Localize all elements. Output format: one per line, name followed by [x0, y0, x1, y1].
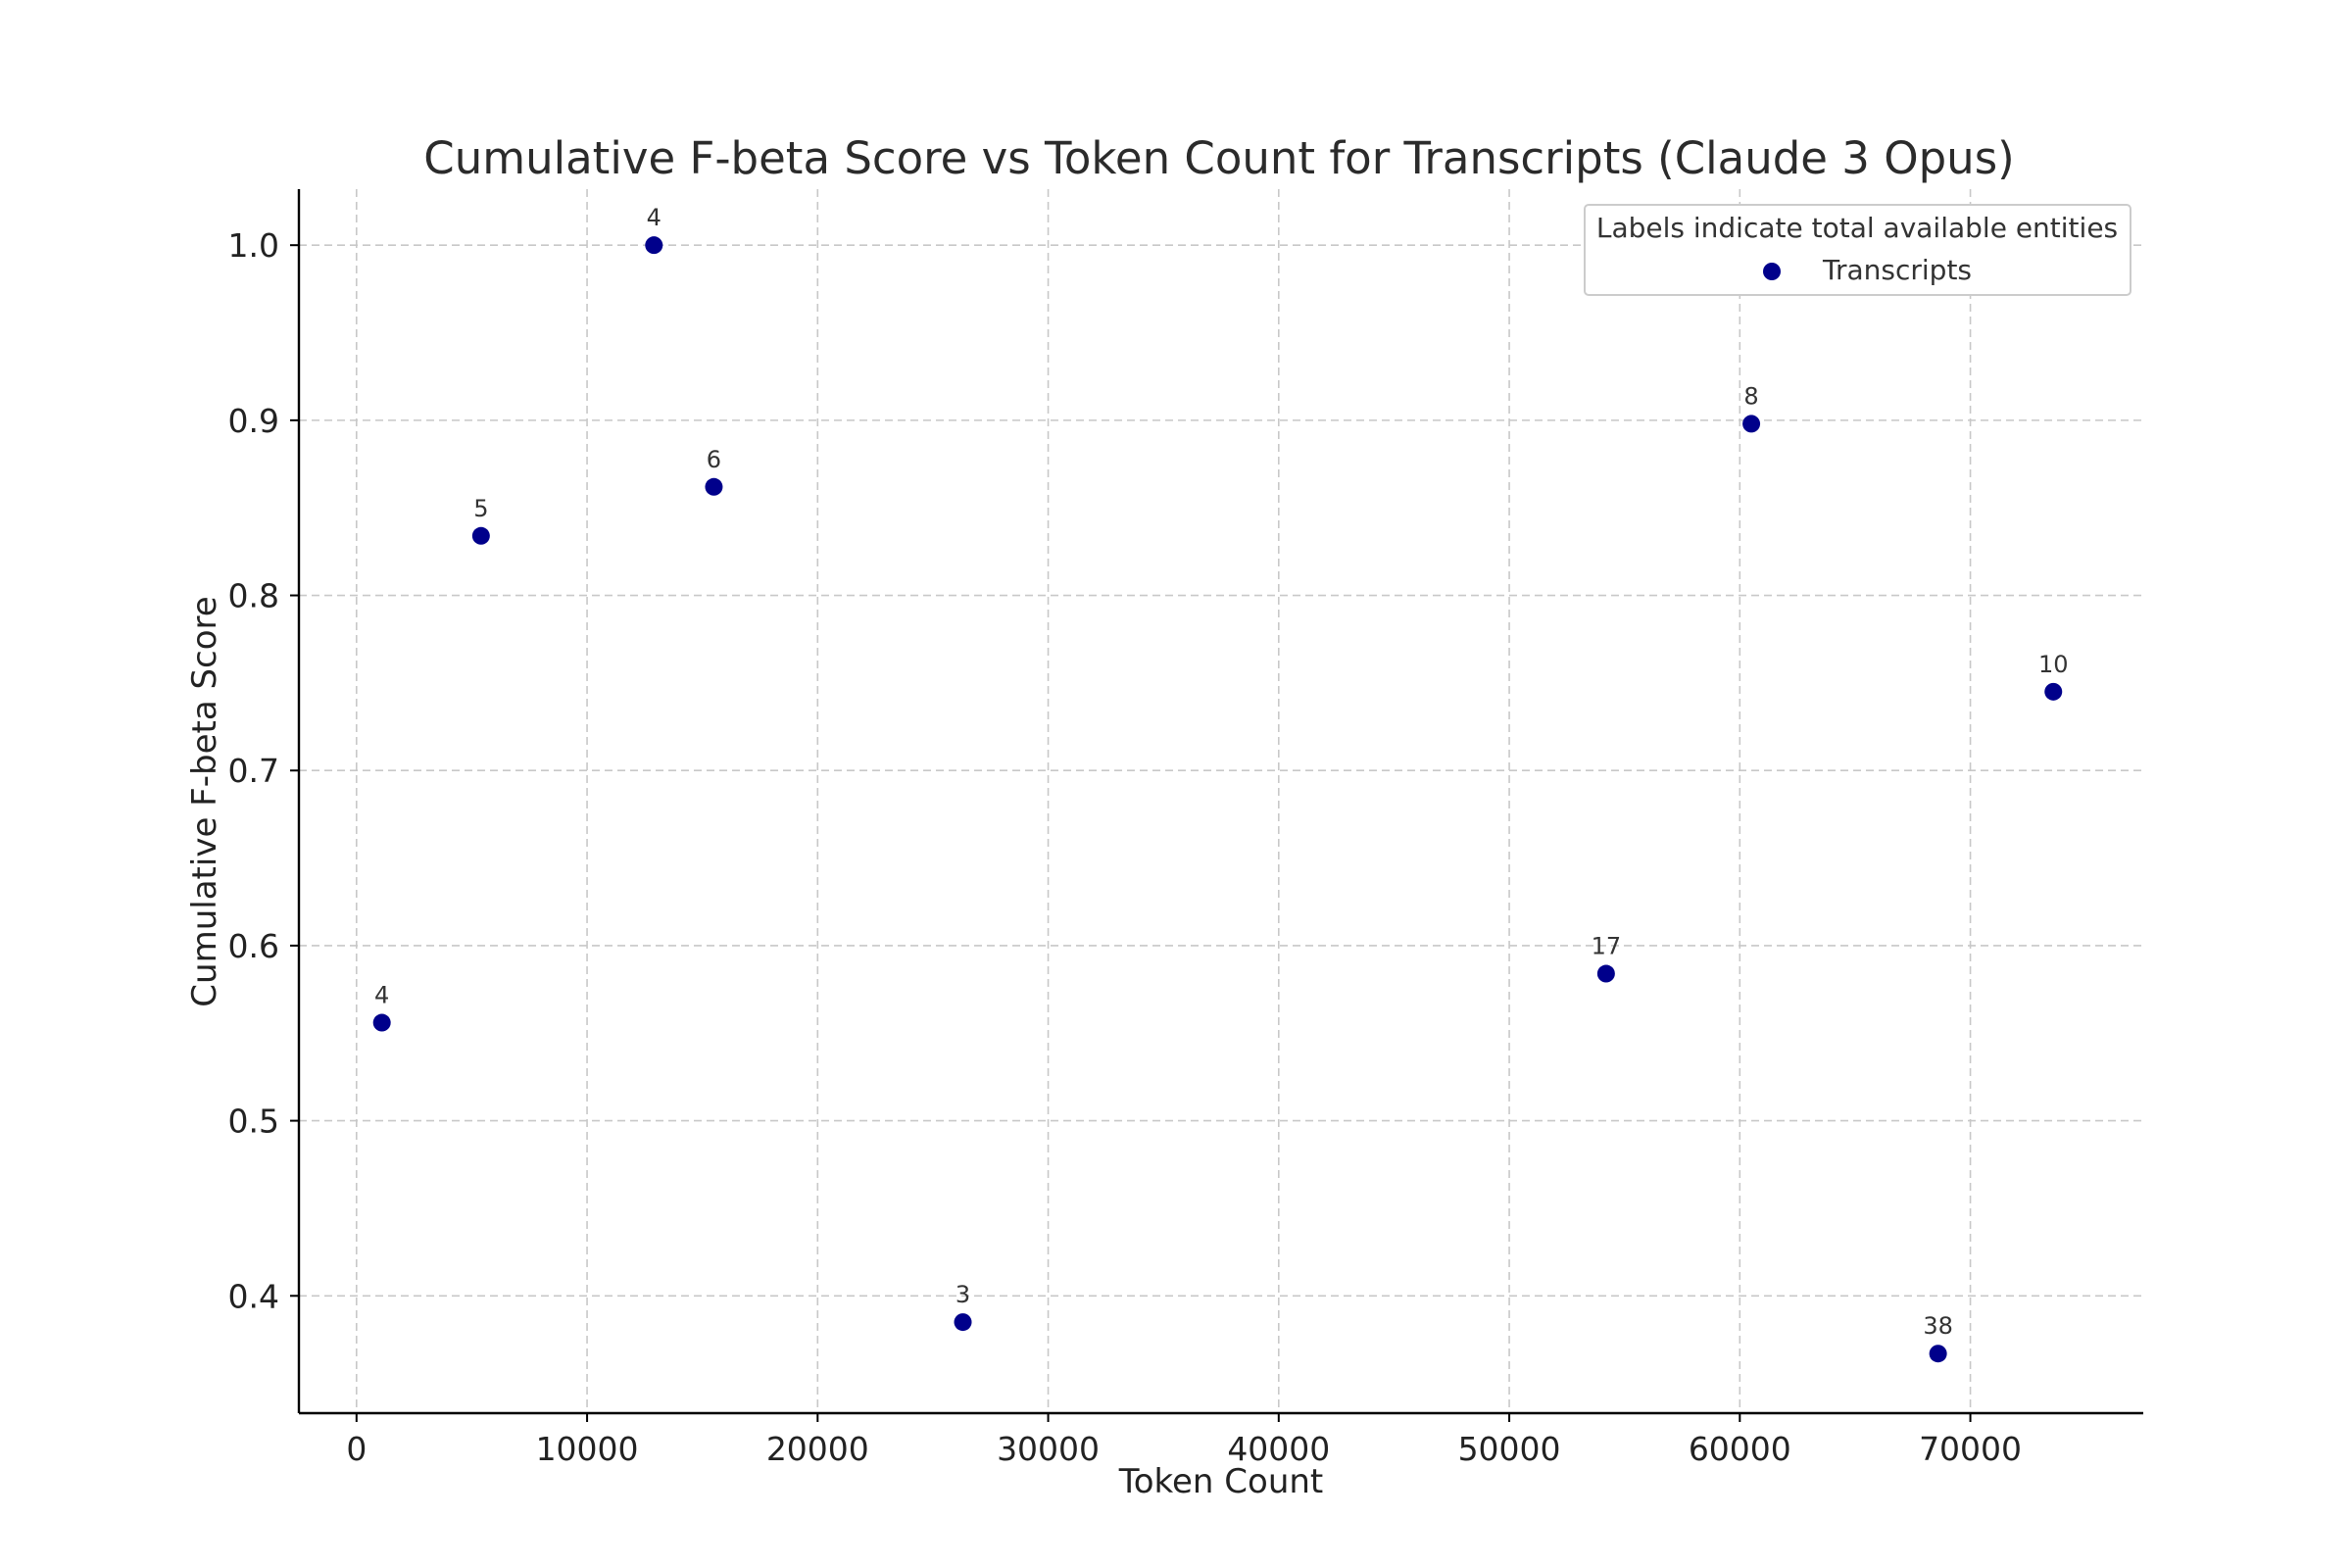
legend-box — [1584, 204, 2132, 296]
x-tick-label: 0 — [346, 1430, 367, 1468]
x-tick-label: 50000 — [1458, 1430, 1561, 1468]
data-point — [471, 526, 490, 545]
x-axis-title: Token Count — [1118, 1462, 1324, 1501]
y-tick-label: 0.5 — [228, 1102, 279, 1141]
legend-title: Labels indicate total available entities — [1596, 212, 2118, 244]
x-tick-label: 60000 — [1689, 1430, 1791, 1468]
legend-label-transcripts: Transcripts — [1822, 254, 1972, 286]
y-tick-label: 1.0 — [228, 226, 279, 265]
legend: Labels indicate total available entities… — [1584, 204, 2132, 296]
x-tick-label: 10000 — [536, 1430, 639, 1468]
x-tick-label: 70000 — [1919, 1430, 2022, 1468]
data-label: 4 — [374, 982, 389, 1009]
y-tick-label: 0.8 — [228, 577, 279, 615]
data-label: 3 — [956, 1281, 970, 1308]
data-point — [2044, 682, 2063, 701]
ticks-layer: 0 10000 20000 30000 40000 50000 60000 70000 0.4 0… — [228, 226, 2023, 1468]
data-label: 6 — [707, 446, 721, 473]
y-axis-title: Cumulative F-beta Score — [185, 596, 224, 1006]
grid-layer — [299, 189, 2143, 1413]
data-point — [1742, 415, 1761, 433]
data-point — [954, 1313, 972, 1332]
data-label: 4 — [647, 204, 662, 231]
legend-marker-transcripts — [1763, 263, 1781, 280]
x-tick-label: 40000 — [1227, 1430, 1330, 1468]
points-layer: 4 5 4 6 3 17 8 38 10 — [372, 204, 2069, 1363]
data-label: 17 — [1592, 933, 1622, 960]
data-label: 5 — [473, 495, 488, 522]
data-label: 38 — [1923, 1312, 1953, 1340]
axes-layer — [297, 189, 2143, 1415]
data-point — [705, 477, 723, 496]
y-tick-label: 0.7 — [228, 752, 279, 790]
data-point — [372, 1013, 391, 1032]
x-tick-label: 30000 — [997, 1430, 1100, 1468]
y-tick-label: 0.9 — [228, 402, 279, 440]
data-label: 8 — [1743, 382, 1758, 410]
y-tick-label: 0.6 — [228, 927, 279, 965]
data-point — [1596, 964, 1615, 983]
data-point — [645, 236, 663, 255]
data-label: 10 — [2038, 651, 2069, 678]
y-tick-label: 0.4 — [228, 1277, 279, 1315]
x-tick-label: 20000 — [766, 1430, 869, 1468]
chart-title: Cumulative F-beta Score vs Token Count f… — [423, 132, 2014, 184]
data-point — [1929, 1345, 1947, 1363]
